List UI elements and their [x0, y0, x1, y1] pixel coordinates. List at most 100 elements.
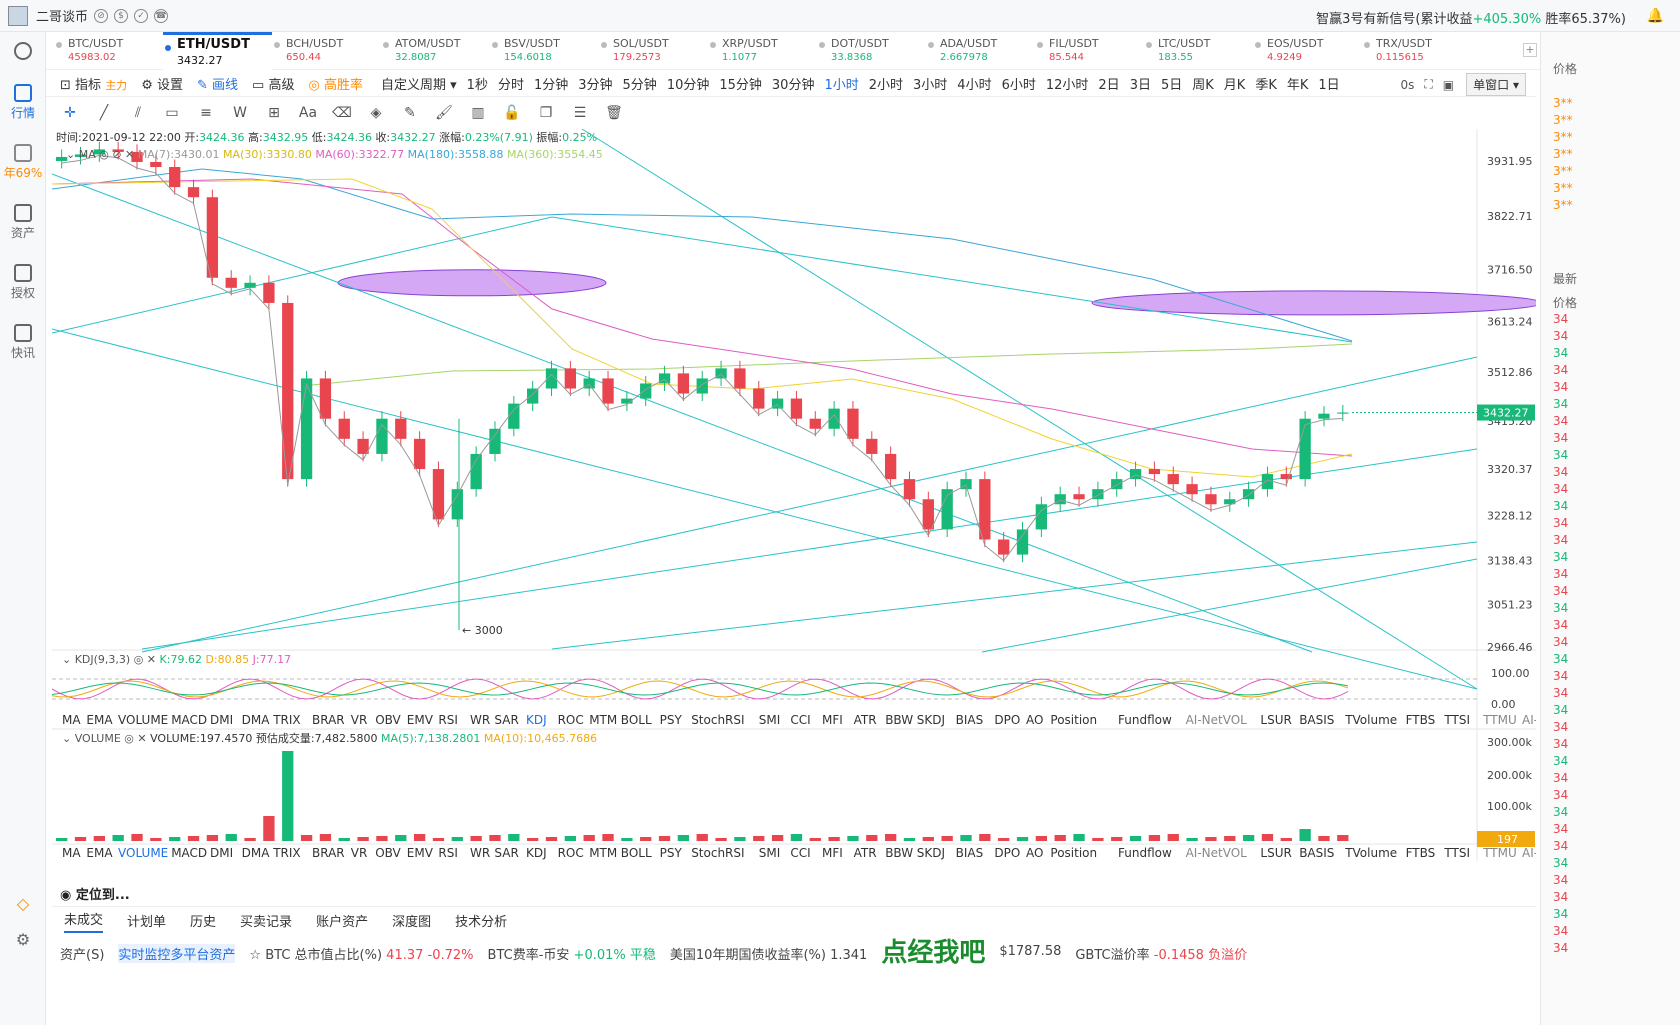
eraser2-icon[interactable]: ◈: [370, 105, 382, 121]
ticker-xrp-usdt[interactable]: XRP/USDT 1.1077: [708, 32, 817, 70]
parallel-icon[interactable]: ⫽: [134, 105, 142, 121]
indicator-tab-skdj[interactable]: SKDJ: [917, 846, 945, 860]
pen-icon[interactable]: ✎: [404, 105, 416, 121]
indicator-tab-kdj[interactable]: KDJ: [526, 713, 547, 727]
kline-chart[interactable]: 3931.953822.713716.503613.243512.863415.…: [51, 128, 1557, 878]
dollar-icon[interactable]: $: [114, 8, 129, 23]
indicator-tab-ttmu[interactable]: TTMU: [1482, 713, 1517, 727]
settings-button[interactable]: ⚙ 设置: [141, 78, 183, 93]
indicator-tab-ema[interactable]: EMA: [86, 846, 113, 860]
indicator-tab-basis[interactable]: BASIS: [1299, 713, 1334, 727]
indicator-tab-tvolume[interactable]: TVolume: [1344, 713, 1397, 727]
nav-annual[interactable]: 年69%: [0, 144, 46, 181]
ticker-fil-usdt[interactable]: FIL/USDT 85.544: [1035, 32, 1144, 70]
ban-icon[interactable]: ⊘: [94, 8, 109, 23]
fib-icon[interactable]: ≡: [200, 105, 212, 121]
indicator-tab-ttsi[interactable]: TTSI: [1443, 713, 1470, 727]
period-15分钟[interactable]: 15分钟: [719, 78, 762, 93]
period-5日[interactable]: 5日: [1160, 78, 1183, 93]
copy-icon[interactable]: ❐: [539, 105, 553, 121]
period-10分钟[interactable]: 10分钟: [666, 78, 710, 93]
indicator-tab-lsur[interactable]: LSUR: [1260, 846, 1291, 860]
indicator-tab-emv[interactable]: EMV: [407, 713, 434, 727]
period-2小时[interactable]: 2小时: [868, 78, 904, 93]
signal-notice[interactable]: 智赢3号有新信号(累计收益+405.30% 胜率65.37%): [1316, 12, 1626, 27]
indicator-tab-atr[interactable]: ATR: [854, 713, 877, 727]
ticker-sol-usdt[interactable]: SOL/USDT 179.2573: [599, 32, 708, 70]
custom-period-dropdown[interactable]: 自定义周期 ▾: [380, 78, 457, 93]
indicator-tab-kdj[interactable]: KDJ: [526, 846, 547, 860]
indicator-tab-ftbs[interactable]: FTBS: [1406, 713, 1436, 727]
indicator-tab-ao[interactable]: AO: [1026, 846, 1043, 860]
indicator-tab-cci[interactable]: CCI: [790, 846, 810, 860]
indicator-tab-stochrsi[interactable]: StochRSI: [691, 713, 744, 727]
tab-历史[interactable]: 历史: [190, 915, 217, 930]
indicator-tab-basis[interactable]: BASIS: [1299, 846, 1334, 860]
ticker-dot-usdt[interactable]: DOT/USDT 33.8368: [817, 32, 926, 70]
indicator-tab-brar[interactable]: BRAR: [312, 846, 345, 860]
fullscreen-icon[interactable]: ⛶: [1424, 77, 1433, 91]
indicator-tab-ma[interactable]: MA: [62, 713, 81, 727]
indicator-tab-tvolume[interactable]: TVolume: [1344, 846, 1397, 860]
measure-icon[interactable]: ⊞: [268, 105, 280, 121]
period-5分钟[interactable]: 5分钟: [622, 78, 657, 93]
indicator-tab-rsi[interactable]: RSI: [438, 713, 458, 727]
tab-买卖记录[interactable]: 买卖记录: [240, 915, 293, 930]
indicator-tab-atr[interactable]: ATR: [854, 846, 877, 860]
indicator-tab-volume[interactable]: VOLUME: [118, 846, 168, 860]
indicator-tab-ema[interactable]: EMA: [86, 713, 113, 727]
indicator-tab-boll[interactable]: BOLL: [621, 846, 652, 860]
indicator-tab-mtm[interactable]: MTM: [589, 713, 617, 727]
avatar[interactable]: [8, 5, 28, 26]
indicator-tab-rsi[interactable]: RSI: [438, 846, 458, 860]
period-1小时[interactable]: 1小时: [824, 78, 859, 93]
indicator-tab-dmi[interactable]: DMI: [210, 846, 233, 860]
indicator-tab-mfi[interactable]: MFI: [822, 713, 843, 727]
period-1秒[interactable]: 1秒: [466, 78, 488, 93]
indicator-tab-psy[interactable]: PSY: [660, 846, 683, 860]
indicator-tab-bias[interactable]: BIAS: [956, 713, 984, 727]
nav-auth[interactable]: 授权: [0, 264, 46, 301]
window-mode-select[interactable]: 单窗口 ▾: [1466, 73, 1526, 96]
indicator-tab-emv[interactable]: EMV: [407, 846, 434, 860]
diamond-icon[interactable]: ◇: [16, 894, 30, 913]
nav-news[interactable]: 快讯: [0, 324, 46, 361]
indicator-tab-dpo[interactable]: DPO: [994, 846, 1020, 860]
indicator-tab-macd[interactable]: MACD: [171, 846, 207, 860]
ticker-trx-usdt[interactable]: TRX/USDT 0.115615: [1362, 32, 1471, 70]
indicator-tab-skdj[interactable]: SKDJ: [917, 713, 945, 727]
indicator-tab-trix[interactable]: TRIX: [272, 846, 300, 860]
nav-market[interactable]: 行情: [0, 84, 46, 121]
period-1日[interactable]: 1日: [1318, 78, 1340, 93]
period-2日[interactable]: 2日: [1098, 78, 1120, 93]
period-月K[interactable]: 月K: [1223, 78, 1246, 93]
indicator-tab-bbw[interactable]: BBW: [885, 846, 913, 860]
indicator-tab-lsur[interactable]: LSUR: [1260, 713, 1291, 727]
tab-账户资产[interactable]: 账户资产: [316, 915, 369, 930]
locate-button[interactable]: ◉ 定位到...: [60, 888, 130, 903]
wave-icon[interactable]: W: [233, 105, 247, 121]
winrate-button[interactable]: ◎ 高胜率: [308, 78, 363, 93]
tab-计划单[interactable]: 计划单: [127, 915, 167, 930]
indicator-tab-boll[interactable]: BOLL: [621, 713, 652, 727]
delete-icon[interactable]: 🗑: [605, 105, 623, 121]
indicator-tab-roc[interactable]: ROC: [558, 846, 584, 860]
period-3分钟[interactable]: 3分钟: [578, 78, 613, 93]
period-周K[interactable]: 周K: [1192, 78, 1214, 93]
ticker-ltc-usdt[interactable]: LTC/USDT 183.55: [1144, 32, 1253, 70]
tab-技术分析[interactable]: 技术分析: [455, 915, 508, 930]
period-12小时[interactable]: 12小时: [1045, 78, 1089, 93]
draw-button[interactable]: ✎ 画线: [197, 78, 239, 93]
indicator-tab-fundflow[interactable]: Fundflow: [1118, 713, 1172, 727]
period-30分钟[interactable]: 30分钟: [771, 78, 815, 93]
indicator-tab-bias[interactable]: BIAS: [956, 846, 984, 860]
indicator-tab-stochrsi[interactable]: StochRSI: [691, 846, 744, 860]
indicator-tab-ai-bsi[interactable]: AI-BSI: [1522, 713, 1557, 727]
add-ticker-button[interactable]: +: [1523, 43, 1537, 57]
indicator-tab-macd[interactable]: MACD: [171, 713, 207, 727]
ticker-btc-usdt[interactable]: BTC/USDT 45983.02: [54, 32, 163, 70]
tab-未成交[interactable]: 未成交: [64, 909, 104, 933]
indicator-tab-roc[interactable]: ROC: [558, 713, 584, 727]
crosshair-icon[interactable]: ✛: [64, 105, 76, 121]
period-1分钟[interactable]: 1分钟: [533, 78, 569, 93]
